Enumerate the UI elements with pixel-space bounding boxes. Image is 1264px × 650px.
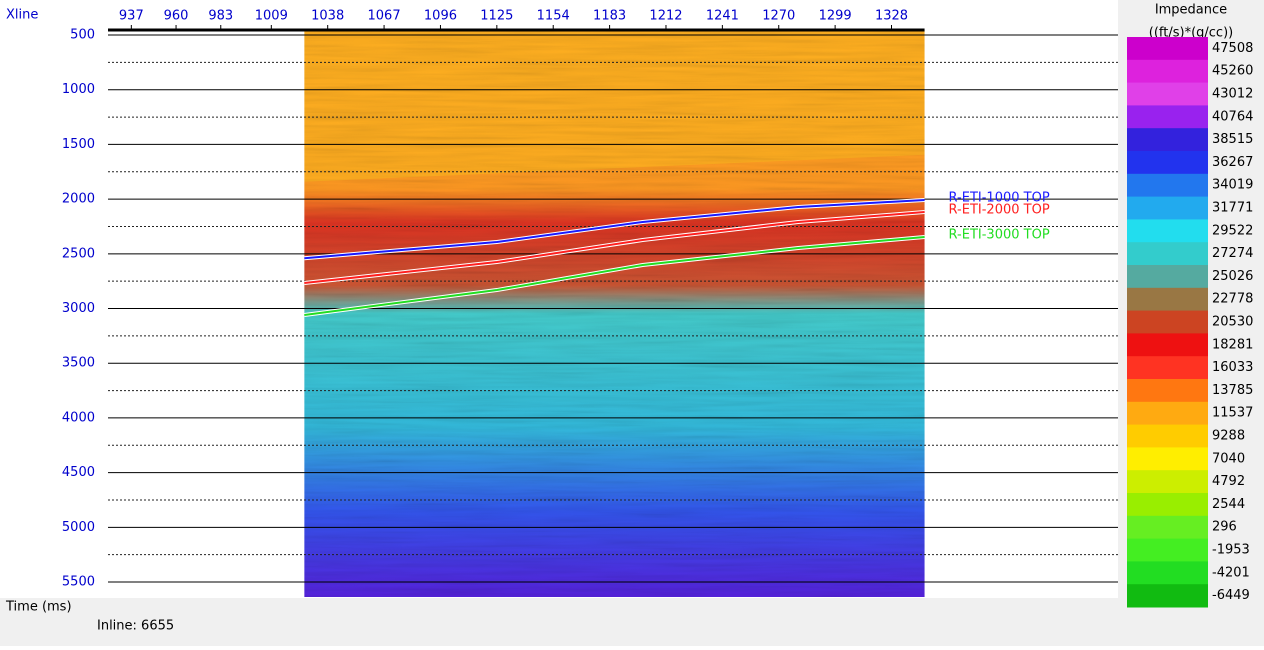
colorbar-tick-label: 31771 bbox=[1212, 201, 1253, 216]
colorbar-cell bbox=[1127, 83, 1208, 106]
x-tick-label: 1038 bbox=[311, 9, 344, 24]
colorbar-cell bbox=[1127, 219, 1208, 242]
x-tick-label: 1183 bbox=[593, 9, 626, 24]
x-axis-label: Xline bbox=[6, 8, 38, 23]
colorbar-cell bbox=[1127, 470, 1208, 493]
x-tick-label: 1241 bbox=[706, 9, 739, 24]
colorbar-tick-label: 40764 bbox=[1212, 109, 1253, 124]
colorbar-tick-label: 34019 bbox=[1212, 178, 1253, 193]
colorbar-tick-label: 9288 bbox=[1212, 429, 1245, 444]
colorbar-tick-label: 2544 bbox=[1212, 497, 1245, 512]
x-tick-label: 1328 bbox=[875, 9, 908, 24]
colorbar-cell bbox=[1127, 242, 1208, 265]
y-tick-label: 4000 bbox=[62, 410, 95, 425]
x-tick-label: 1270 bbox=[762, 9, 795, 24]
x-tick-label: 960 bbox=[164, 9, 189, 24]
y-tick-label: 5500 bbox=[62, 575, 95, 590]
colorbar-cell bbox=[1127, 288, 1208, 311]
colorbar-cell bbox=[1127, 37, 1208, 60]
colorbar-tick-label: 296 bbox=[1212, 520, 1237, 535]
y-tick-label: 5000 bbox=[62, 520, 95, 535]
x-tick-label: 1096 bbox=[424, 9, 457, 24]
colorbar-cell bbox=[1127, 105, 1208, 128]
colorbar-cell bbox=[1127, 174, 1208, 197]
colorbar-tick-label: 45260 bbox=[1212, 64, 1253, 79]
y-tick-label: 500 bbox=[70, 28, 95, 43]
x-tick-label: 1212 bbox=[649, 9, 682, 24]
colorbar-cell bbox=[1127, 425, 1208, 448]
colorbar-cell bbox=[1127, 379, 1208, 402]
colorbar-tick-label: 4792 bbox=[1212, 474, 1245, 489]
y-tick-label: 2000 bbox=[62, 192, 95, 207]
colorbar-tick-label: 20530 bbox=[1212, 315, 1253, 330]
colorbar-tick-label: 7040 bbox=[1212, 451, 1245, 466]
y-tick-label: 4500 bbox=[62, 465, 95, 480]
colorbar-tick-label: -6449 bbox=[1212, 588, 1250, 603]
seismic-viewer: Xline Time (ms) Inline: 6655 Impedance (… bbox=[0, 0, 1264, 646]
colorbar-cell bbox=[1127, 493, 1208, 516]
colorbar-tick-label: 27274 bbox=[1212, 246, 1253, 261]
colorbar-cell bbox=[1127, 561, 1208, 584]
y-tick-label: 2500 bbox=[62, 246, 95, 261]
colorbar-tick-label: 16033 bbox=[1212, 360, 1253, 375]
colorbar-tick-label: 47508 bbox=[1212, 41, 1253, 56]
colorbar-tick-label: 29522 bbox=[1212, 223, 1253, 238]
colorbar-cell bbox=[1127, 584, 1208, 607]
colorbar-tick-label: 25026 bbox=[1212, 269, 1253, 284]
x-tick-label: 1009 bbox=[255, 9, 288, 24]
colorbar-cell bbox=[1127, 516, 1208, 539]
colorbar-tick-label: -1953 bbox=[1212, 543, 1250, 558]
colorbar-cell bbox=[1127, 60, 1208, 83]
x-tick-label: 1154 bbox=[537, 9, 570, 24]
y-tick-label: 1000 bbox=[62, 82, 95, 97]
horizon-label: R-ETI-2000 TOP bbox=[949, 203, 1050, 218]
x-tick-label: 1067 bbox=[368, 9, 401, 24]
y-tick-label: 1500 bbox=[62, 137, 95, 152]
colorbar-cell bbox=[1127, 333, 1208, 356]
colorbar-tick-label: 18281 bbox=[1212, 337, 1253, 352]
colorbar-cell bbox=[1127, 402, 1208, 425]
colorbar-cell bbox=[1127, 356, 1208, 379]
colorbar-cell bbox=[1127, 265, 1208, 288]
colorbar-cell bbox=[1127, 151, 1208, 174]
x-tick-label: 937 bbox=[119, 9, 144, 24]
colorbar-cell bbox=[1127, 447, 1208, 470]
colorbar-title: Impedance bbox=[1155, 3, 1227, 18]
inline-label: Inline: 6655 bbox=[97, 619, 174, 634]
x-tick-label: 983 bbox=[208, 9, 233, 24]
colorbar-cell bbox=[1127, 539, 1208, 562]
y-tick-label: 3500 bbox=[62, 356, 95, 371]
colorbar-cell bbox=[1127, 128, 1208, 151]
colorbar-tick-label: 38515 bbox=[1212, 132, 1253, 147]
colorbar-cell bbox=[1127, 311, 1208, 334]
y-axis-label: Time (ms) bbox=[5, 600, 72, 615]
x-tick-label: 1125 bbox=[480, 9, 513, 24]
horizon-label: R-ETI-3000 TOP bbox=[949, 227, 1050, 242]
y-tick-label: 3000 bbox=[62, 301, 95, 316]
colorbar-tick-label: 43012 bbox=[1212, 87, 1253, 102]
colorbar-tick-label: 13785 bbox=[1212, 383, 1253, 398]
colorbar-tick-label: 36267 bbox=[1212, 155, 1253, 170]
colorbar-cell bbox=[1127, 197, 1208, 220]
colorbar-tick-label: 22778 bbox=[1212, 292, 1253, 307]
colorbar-tick-label: -4201 bbox=[1212, 565, 1250, 580]
x-tick-label: 1299 bbox=[819, 9, 852, 24]
colorbar-tick-label: 11537 bbox=[1212, 406, 1253, 421]
